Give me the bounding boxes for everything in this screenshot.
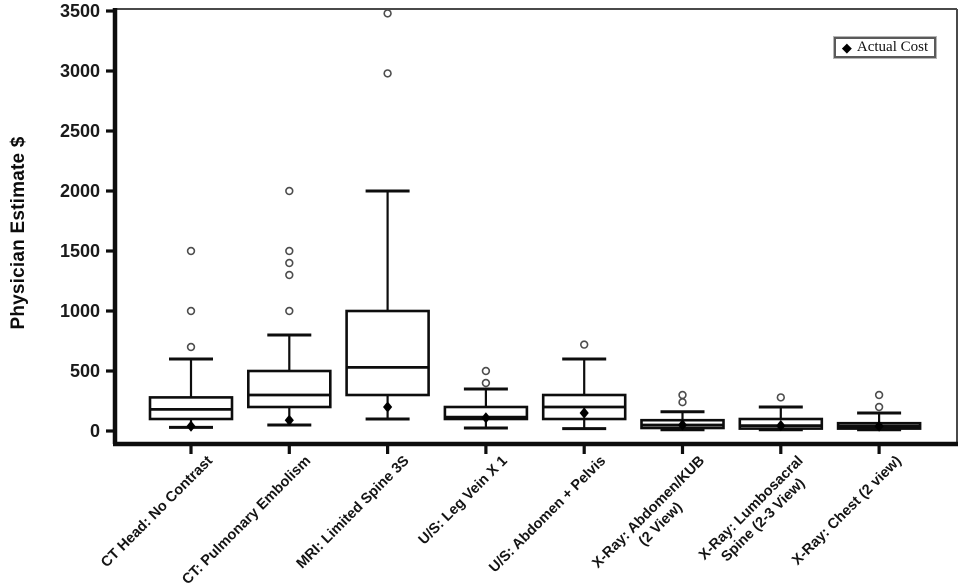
- actual-cost-marker: [284, 414, 294, 426]
- box-plot-group: [738, 393, 824, 432]
- actual-cost-marker: [383, 401, 393, 413]
- outlier-point: [579, 340, 589, 349]
- outlier-point: [776, 393, 785, 402]
- y-tick-label: 2000: [59, 181, 100, 201]
- box-plot-group: [640, 390, 725, 432]
- actual-cost-marker: [874, 420, 884, 432]
- actual-cost-marker: [677, 419, 688, 431]
- outlier-point: [874, 390, 884, 400]
- y-tick-label: 3500: [59, 1, 100, 21]
- y-tick-label: 0: [89, 421, 100, 441]
- actual-cost-marker: [186, 420, 196, 432]
- diamond-icon: ◆: [841, 40, 852, 55]
- outlier-point: [285, 258, 294, 268]
- outlier-point: [481, 366, 491, 376]
- y-tick-label: 1500: [59, 241, 100, 261]
- box-plot-group: [541, 340, 627, 431]
- y-axis-title: Physician Estimate $: [8, 136, 29, 330]
- outlier-point: [186, 246, 196, 256]
- outlier-point: [186, 306, 196, 316]
- outlier-point: [285, 306, 294, 316]
- outlier-point: [285, 270, 294, 280]
- outlier-point: [285, 186, 294, 196]
- outlier-point: [481, 378, 491, 388]
- y-tick-label: 2500: [59, 121, 100, 141]
- actual-cost-marker: [579, 407, 589, 419]
- iqr-box: [247, 369, 332, 409]
- box-plot-group: [345, 9, 430, 421]
- legend-label: Actual Cost: [856, 39, 929, 55]
- outlier-point: [383, 69, 392, 78]
- actual-cost-marker: [776, 420, 786, 432]
- outlier-point: [678, 390, 687, 400]
- box-plot-group: [247, 186, 332, 427]
- outlier-point: [874, 402, 884, 412]
- box-plot-group: [836, 390, 922, 432]
- actual-cost-marker: [481, 412, 491, 424]
- outlier-point: [186, 342, 196, 352]
- outlier-point: [383, 9, 392, 18]
- box-plot-group: [148, 246, 234, 432]
- y-tick-label: 1000: [59, 301, 100, 321]
- outlier-point: [285, 246, 294, 256]
- legend: ◆ Actual Cost: [833, 36, 937, 59]
- outlier-point: [678, 398, 687, 407]
- y-tick-label: 500: [69, 361, 100, 381]
- box-plot-group: [443, 366, 529, 430]
- iqr-box: [345, 309, 430, 397]
- y-tick-label: 3000: [59, 61, 100, 81]
